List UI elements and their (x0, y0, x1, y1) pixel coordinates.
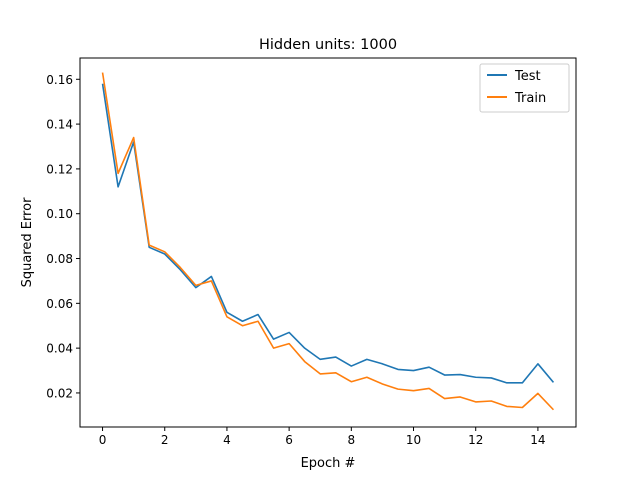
legend-label-train: Train (514, 91, 546, 106)
legend-label-test: Test (514, 69, 541, 84)
y-tick-label: 0.06 (46, 297, 73, 311)
x-tick-label: 2 (161, 433, 169, 447)
y-tick-label: 0.02 (46, 386, 73, 400)
y-tick-label: 0.10 (46, 207, 73, 221)
series-line-train (101, 72, 555, 411)
series-line-test (101, 83, 555, 384)
chart-title: Hidden units: 1000 (259, 37, 397, 53)
x-tick-label: 8 (348, 433, 356, 447)
x-tick-label: 14 (530, 433, 545, 447)
y-tick-label: 0.04 (46, 342, 73, 356)
y-axis-label: Squared Error (20, 197, 35, 287)
y-tick-label: 0.16 (46, 73, 73, 87)
x-tick-label: 4 (223, 433, 231, 447)
y-tick-label: 0.12 (46, 162, 73, 176)
plot-area-frame (79, 57, 577, 428)
x-axis-ticks: 0 2 4 6 8 10 12 14 (99, 427, 546, 447)
plot-lines (101, 72, 555, 411)
x-tick-label: 10 (406, 433, 421, 447)
y-tick-label: 0.14 (46, 118, 73, 132)
x-axis-label: Epoch # (301, 456, 356, 471)
y-axis-ticks: 0.02 0.04 0.06 0.08 0.10 0.12 0.14 0.16 (46, 73, 80, 400)
legend: Test Train (479, 63, 570, 113)
x-tick-label: 12 (468, 433, 483, 447)
x-tick-label: 6 (285, 433, 293, 447)
y-tick-label: 0.08 (46, 252, 73, 266)
x-tick-label: 0 (99, 433, 107, 447)
